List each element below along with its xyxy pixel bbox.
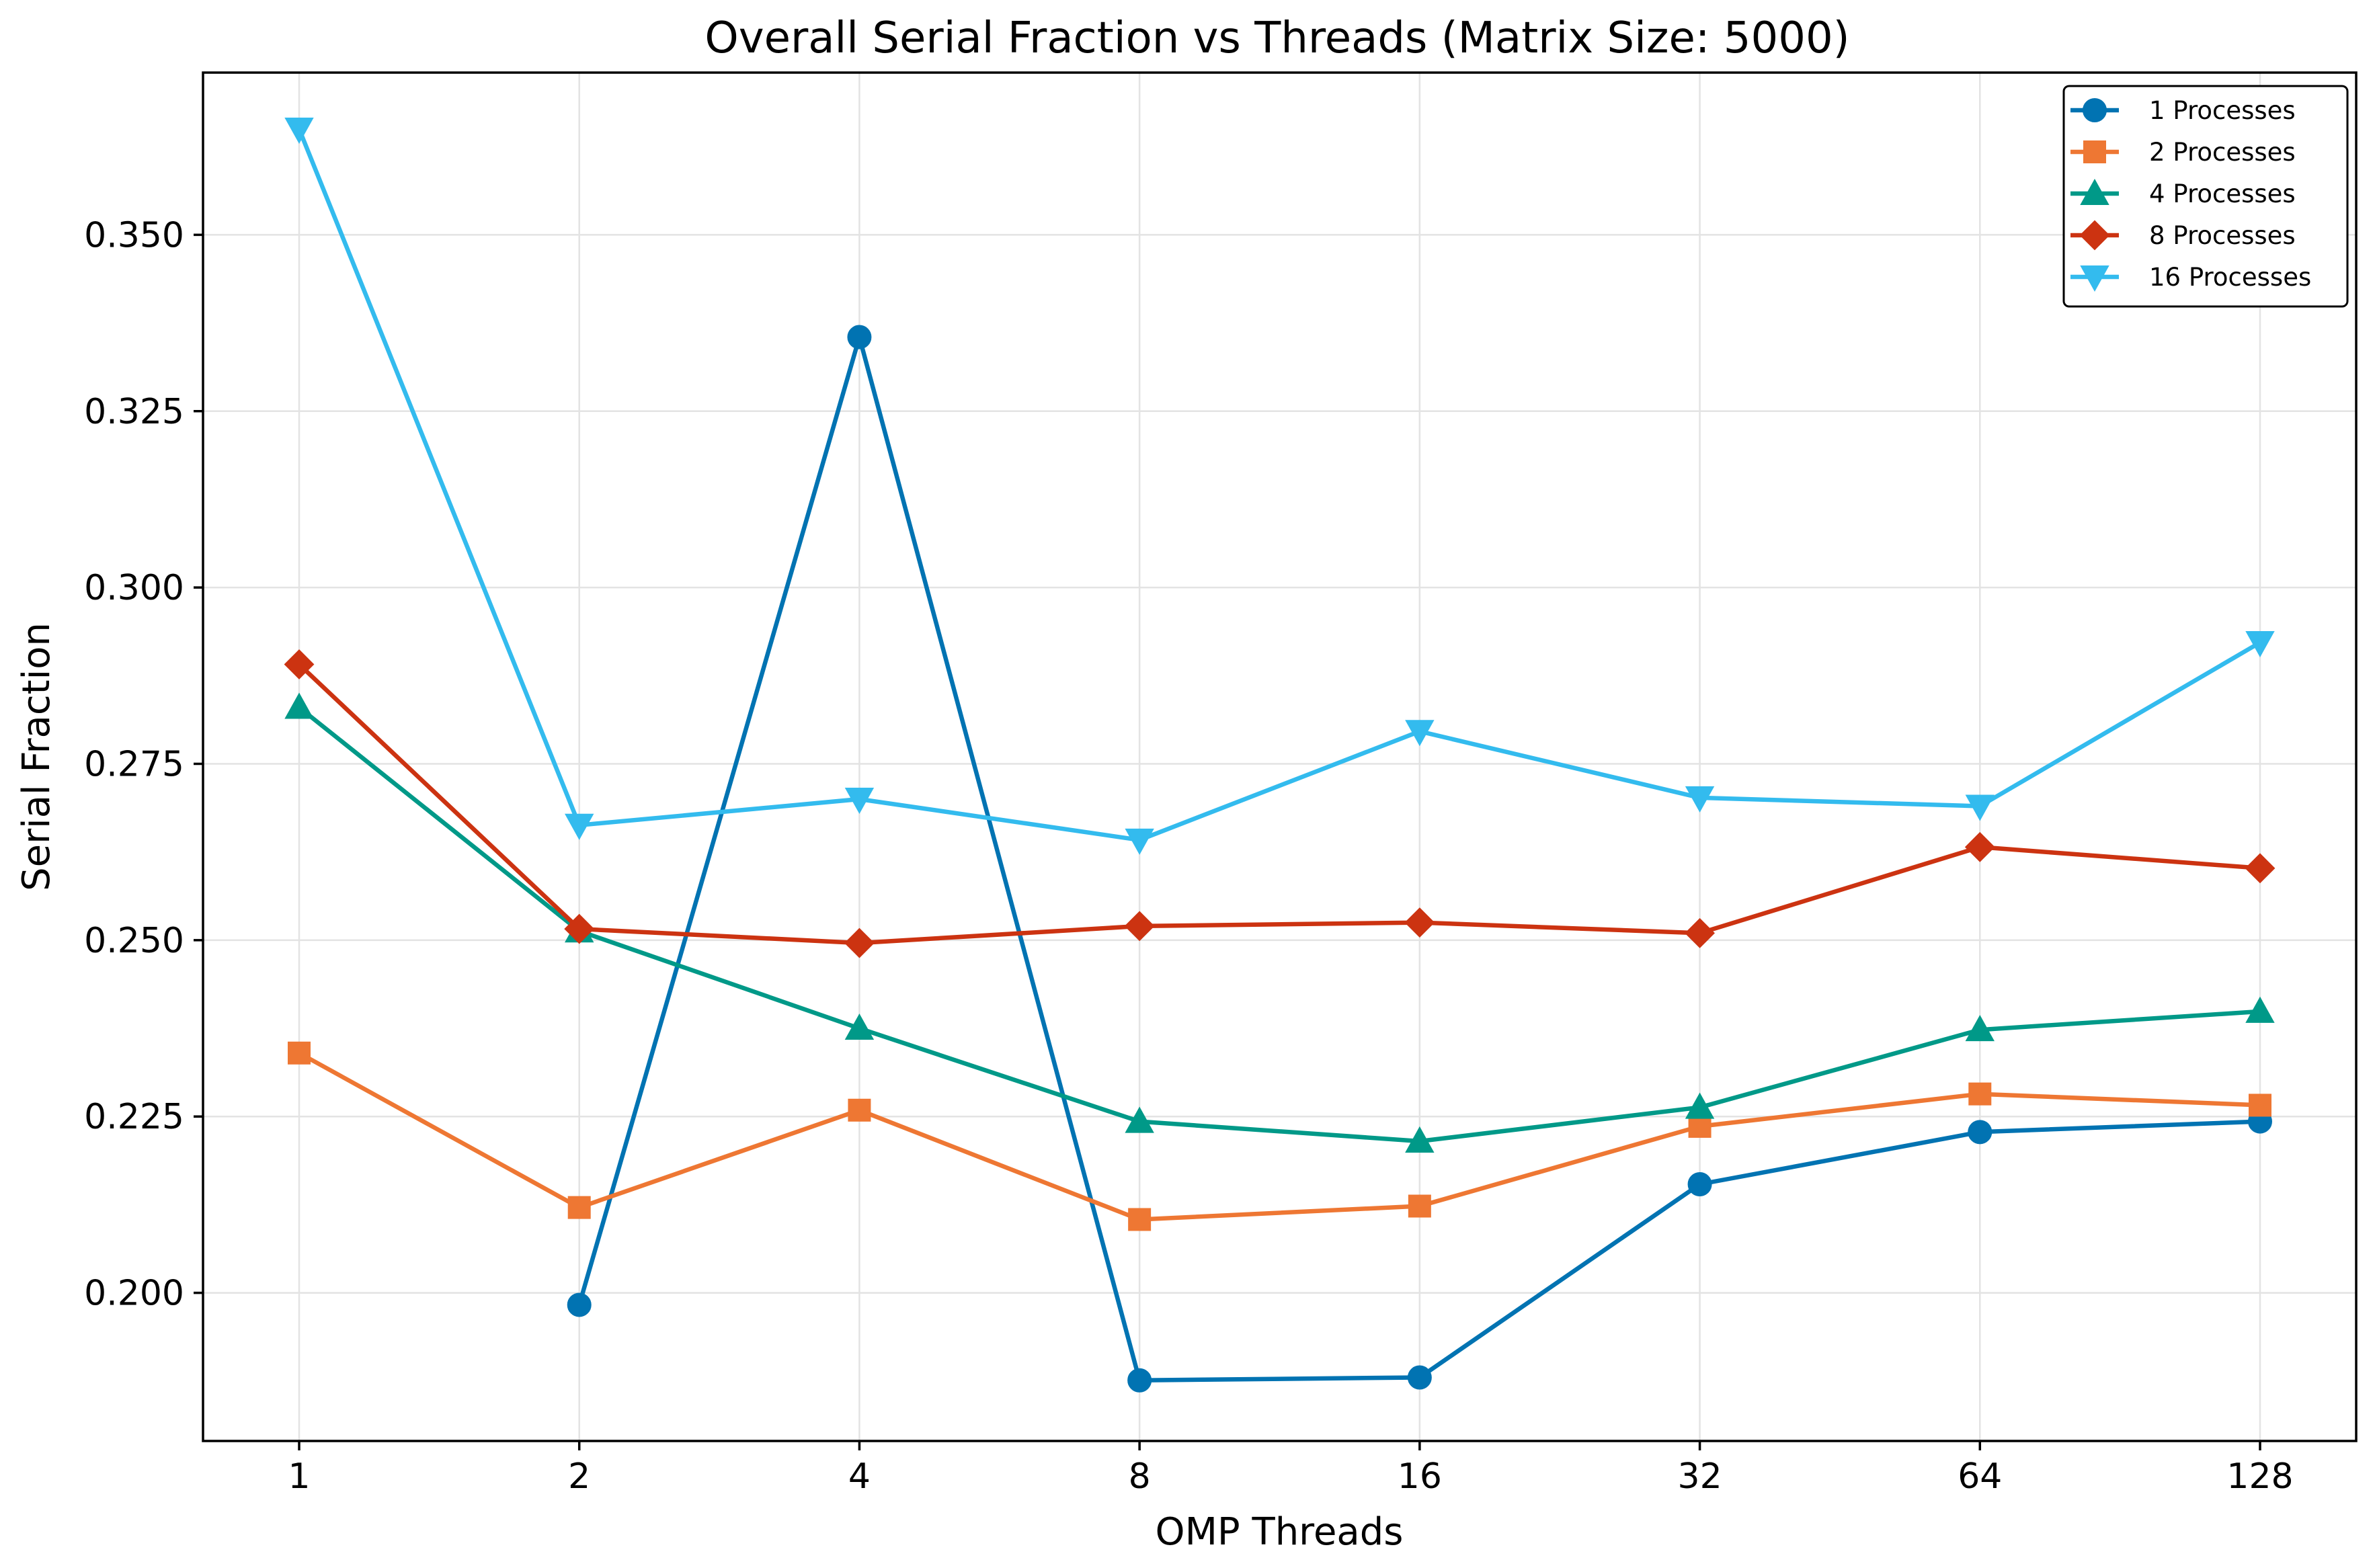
y-axis: 0.200 0.225 0.250 0.275 0.300 0.325 0.350: [84, 215, 203, 1314]
legend-label: 1 Processes: [2149, 96, 2296, 125]
data-point: [564, 913, 595, 944]
series-16-processes: [284, 117, 2275, 855]
data-point: [844, 787, 875, 815]
data-point: [1964, 831, 1995, 862]
legend: 1 Processes 2 Processes 4 Processes 8 Proce…: [2062, 85, 2349, 308]
legend-marker: [2080, 178, 2109, 205]
legend-marker: [2083, 140, 2106, 163]
legend-label: 16 Processes: [2149, 263, 2311, 292]
data-point: [2245, 630, 2275, 658]
data-point: [1128, 1208, 1152, 1231]
data-point: [1687, 1171, 1712, 1196]
data-point: [1405, 1126, 1435, 1153]
legend-marker: [2080, 265, 2109, 292]
x-tick-label: 64: [1958, 1456, 2002, 1497]
legend-marker: [2079, 220, 2110, 251]
data-point: [1125, 1106, 1154, 1133]
legend-item: 1 Processes: [2070, 96, 2296, 125]
data-point: [567, 1196, 591, 1219]
y-tick-label: 0.350: [84, 215, 184, 255]
x-tick-label: 1: [288, 1456, 310, 1497]
series-line: [296, 662, 2263, 946]
y-tick-label: 0.300: [84, 568, 184, 608]
data-point: [2249, 1094, 2271, 1117]
y-tick-label: 0.250: [84, 921, 184, 961]
data-point: [844, 1013, 875, 1040]
legend-item: 16 Processes: [2070, 263, 2311, 292]
legend-label: 8 Processes: [2149, 221, 2296, 250]
series-line: [296, 126, 2263, 843]
data-point: [567, 1292, 592, 1317]
data-point: [284, 692, 314, 719]
x-tick-label: 8: [1129, 1456, 1151, 1497]
data-point: [1968, 1120, 1992, 1145]
legend-item: 8 Processes: [2070, 220, 2296, 251]
data-point: [1965, 794, 1995, 821]
data-point: [1124, 911, 1155, 942]
data-point: [1968, 1082, 1992, 1106]
data-point: [1688, 1114, 1712, 1138]
y-tick-label: 0.275: [84, 744, 184, 784]
series-layer: [284, 117, 2276, 1393]
data-point: [1127, 1368, 1152, 1393]
legend-label: 4 Processes: [2149, 179, 2296, 208]
data-point: [1407, 1365, 1432, 1390]
series-8-processes: [284, 649, 2276, 958]
data-point: [1408, 1194, 1431, 1218]
legend-item: 4 Processes: [2070, 178, 2296, 208]
legend-item: 2 Processes: [2070, 138, 2296, 167]
data-point: [2245, 996, 2275, 1023]
x-tick-label: 4: [848, 1456, 871, 1497]
data-point: [565, 813, 594, 840]
legend-box: [2062, 85, 2349, 308]
data-point: [1404, 907, 1435, 938]
x-tick-label: 128: [2226, 1456, 2293, 1497]
x-tick-label: 16: [1398, 1456, 1442, 1497]
x-tick-label: 32: [1677, 1456, 1722, 1497]
data-point: [1125, 828, 1154, 855]
legend-label: 2 Processes: [2149, 138, 2296, 167]
x-axis-label: OMP Threads: [1156, 1510, 1404, 1554]
data-point: [1685, 917, 1715, 948]
data-point: [1405, 720, 1435, 747]
y-tick-label: 0.325: [84, 392, 184, 432]
data-point: [1685, 786, 1715, 813]
data-point: [1965, 1015, 1995, 1042]
x-tick-label: 2: [568, 1456, 590, 1497]
data-point: [284, 117, 314, 145]
y-axis-label: Serial Fraction: [15, 622, 58, 891]
legend-marker: [2083, 98, 2107, 122]
series-line: [296, 1050, 2263, 1222]
data-point: [288, 1041, 311, 1065]
data-point: [1685, 1092, 1715, 1119]
data-point: [848, 1098, 871, 1122]
series-2-processes: [288, 1041, 2271, 1231]
x-axis: 1 2 4 8 16 32 64 128: [288, 1441, 2294, 1497]
chart-title: Overall Serial Fraction vs Threads (Matr…: [705, 13, 1849, 63]
data-point: [847, 325, 872, 349]
plot-frame: [202, 71, 2358, 1442]
data-point: [284, 649, 315, 679]
y-tick-label: 0.225: [84, 1097, 184, 1137]
y-tick-label: 0.200: [84, 1274, 184, 1314]
series-line: [296, 705, 2263, 1144]
data-point: [2245, 853, 2276, 884]
data-point: [844, 927, 875, 958]
